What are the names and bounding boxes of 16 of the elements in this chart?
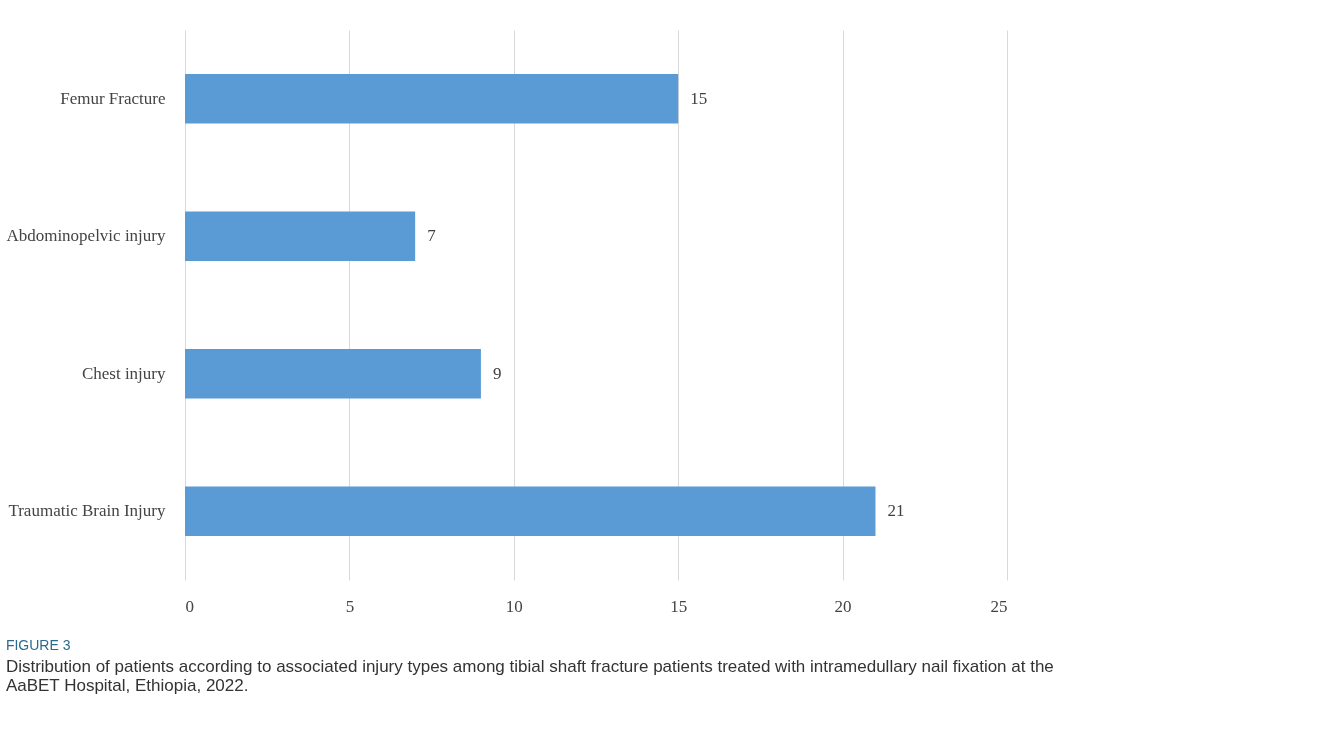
data-label: 15: [690, 88, 708, 108]
y-tick-label: Traumatic Brain Injury: [8, 501, 166, 521]
caption: FIGURE 3: [5, 637, 71, 653]
x-tick-label: 15: [670, 596, 688, 616]
x-tick-label: 20: [834, 596, 852, 616]
y-tick-label: Femur Fracture: [60, 88, 166, 108]
text: Distribution of patients according to associated injury types among tibial shaft fracture patients treated with intramedullary nail fixation at the AaBET Hospital, Ethiopia, 2022.: [5, 657, 1054, 695]
y-tick-label: Chest injury: [81, 363, 166, 383]
x-tick-label: 10: [505, 596, 523, 616]
data-label: 7: [427, 226, 437, 246]
x-tick-label: 0: [185, 596, 194, 616]
x-tick-label: 25: [990, 596, 1008, 616]
data-label: 21: [887, 501, 905, 521]
y-tick-label: Abdominopelvic injury: [6, 226, 166, 246]
x-tick-label: 5: [345, 596, 355, 616]
data-label: 9: [492, 363, 502, 383]
